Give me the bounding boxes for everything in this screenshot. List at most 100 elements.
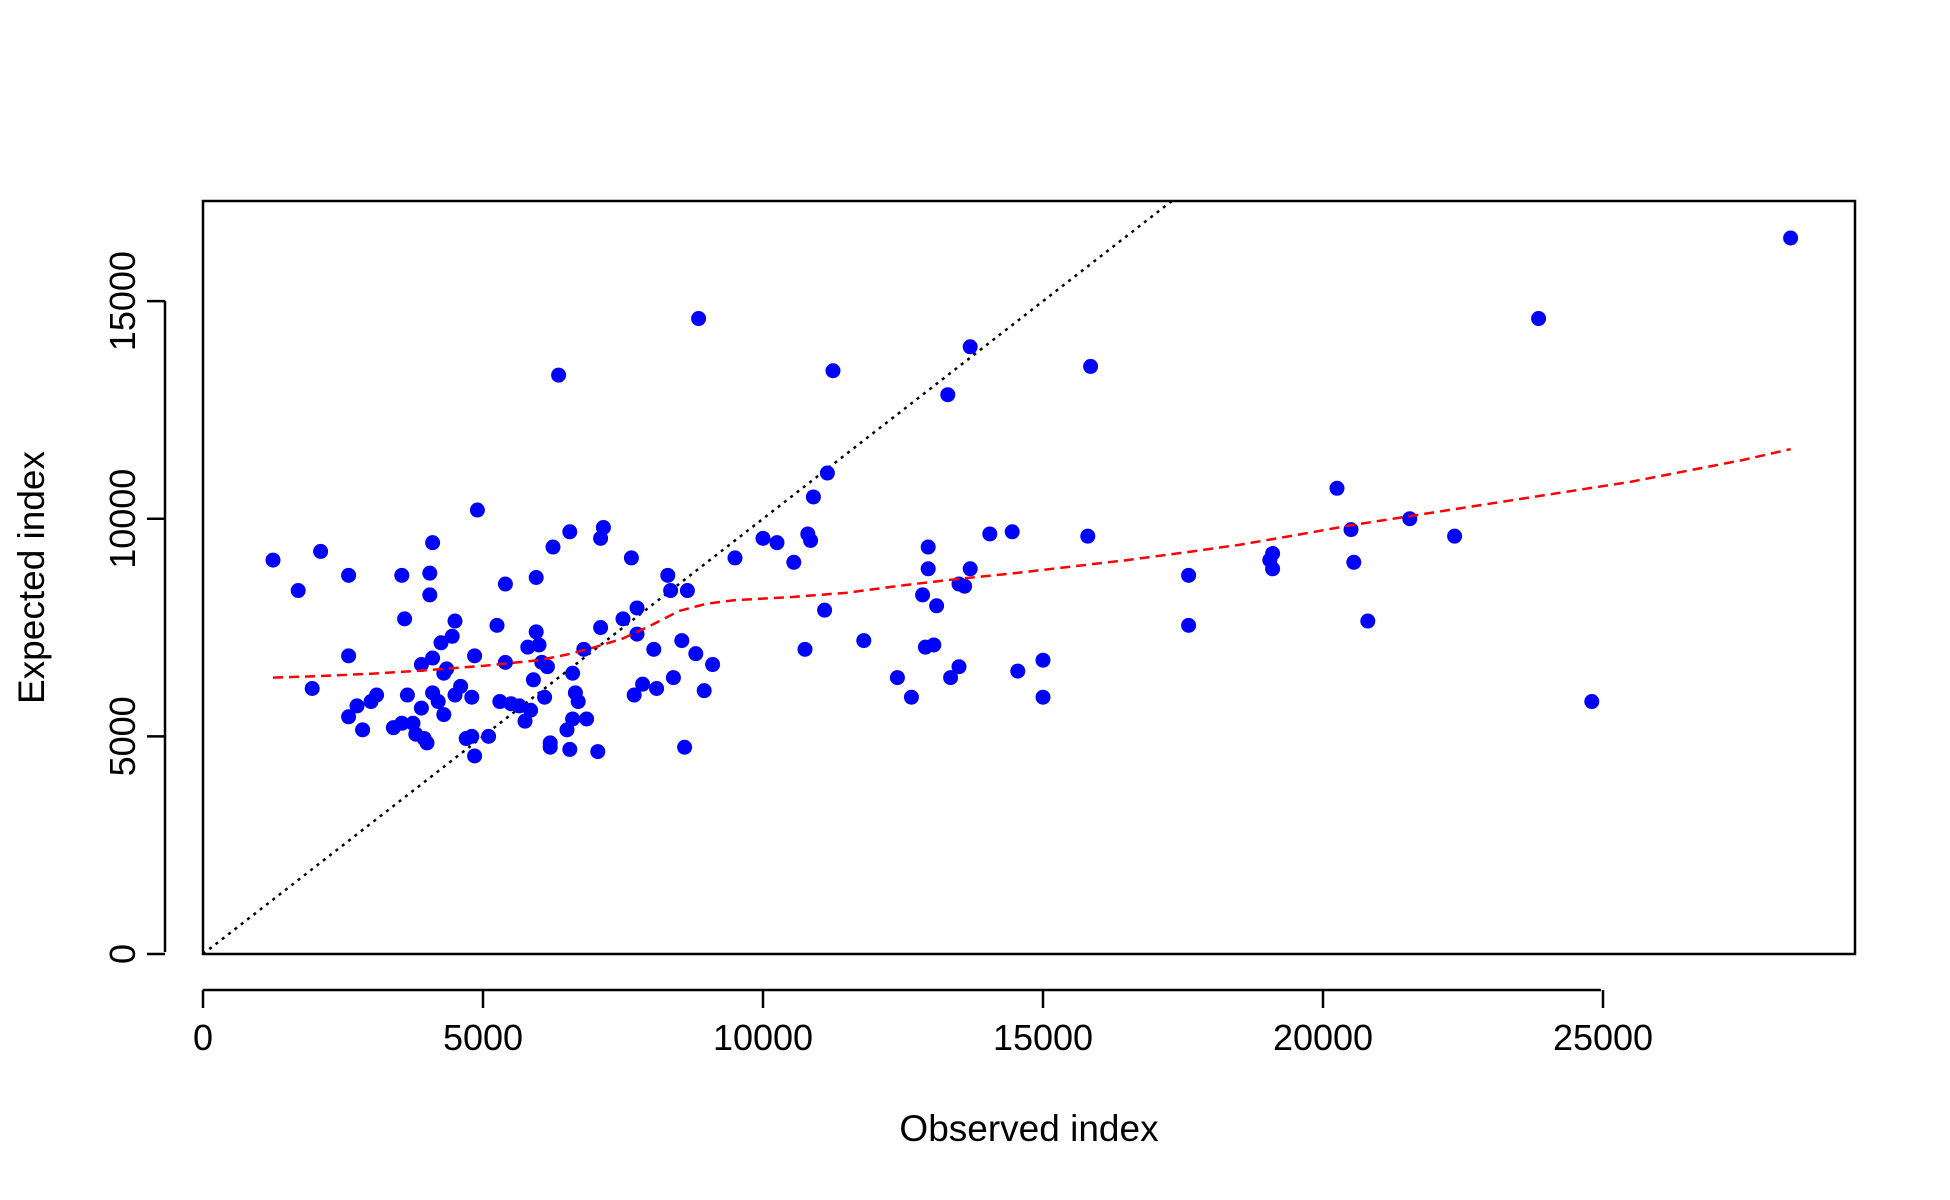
y-ticks: 0 5000 10000 15000 [102,251,165,964]
data-point [940,387,956,403]
data-point [413,700,429,716]
data-point [542,735,558,751]
data-point [565,665,581,681]
data-point [425,535,441,551]
data-point [355,722,371,738]
data-point [649,680,665,696]
data-point [531,637,547,653]
data-point [419,735,435,751]
data-point [1531,311,1547,327]
data-point [525,672,541,688]
data-point [929,598,945,614]
data-point [313,543,329,559]
data-point [425,650,441,666]
data-point [341,648,357,664]
data-point [663,583,679,599]
data-point [1360,613,1376,629]
data-point [590,744,606,760]
data-point [528,624,544,640]
data-point [629,600,645,616]
data-point [1329,480,1345,496]
data-point [819,465,835,481]
data-point [349,698,365,714]
data-point [889,670,905,686]
data-point [755,530,771,546]
data-point [1035,652,1051,668]
data-point [1083,358,1099,374]
data-point [444,628,460,644]
data-point [769,535,785,551]
data-point [439,661,455,677]
data-point [962,561,978,577]
data-point [1004,524,1020,540]
data-point [1346,554,1362,570]
data-point [265,552,281,568]
x-ticks: 0 5000 10000 15000 20000 25000 [193,990,1653,1058]
data-point [646,641,662,657]
data-point [539,659,555,675]
y-tick-label: 10000 [102,469,143,569]
data-point [951,659,967,675]
data-points [265,230,1799,764]
data-point [565,711,581,727]
data-point [1584,694,1600,710]
data-point [489,617,505,633]
data-point [422,565,438,581]
data-point [422,587,438,603]
data-point [413,657,429,673]
data-point [341,709,357,725]
x-tick-label: 5000 [443,1017,523,1058]
data-point [464,689,480,705]
data-point [537,689,553,705]
data-point [481,728,497,744]
data-point [453,678,469,694]
data-point [665,670,681,686]
data-point [805,489,821,505]
data-point [691,311,707,327]
data-point [528,570,544,585]
data-point [962,339,978,355]
data-point [943,670,959,686]
data-point [397,611,413,627]
y-tick-label: 5000 [102,696,143,776]
data-point [674,633,690,649]
data-point [920,539,936,555]
smooth-trend-line [272,447,1791,679]
data-point [677,739,693,755]
data-point [520,639,536,655]
data-point [1265,561,1281,577]
y-axis-title: Expected index [11,451,52,705]
data-point [545,539,561,555]
data-point [920,561,936,577]
data-point [926,637,942,653]
data-point [492,694,508,710]
data-point [957,578,973,594]
data-point [570,694,586,710]
data-point [1080,528,1096,544]
data-point [595,519,611,535]
data-point [579,711,595,727]
data-point [915,587,931,603]
x-tick-label: 20000 [1273,1017,1373,1058]
data-point [1447,528,1463,544]
data-point [436,707,452,723]
x-axis-title: Observed index [899,1108,1159,1149]
data-point [696,683,712,699]
data-point [394,567,410,583]
data-point [803,533,819,549]
data-point [497,576,513,592]
data-point [304,680,320,696]
data-point [469,502,485,518]
data-point [430,694,446,710]
data-point [467,748,483,764]
x-tick-label: 15000 [993,1017,1093,1058]
data-point [797,641,813,657]
data-point [825,363,841,379]
data-point [615,611,631,627]
x-tick-label: 0 [193,1017,213,1058]
data-point [562,741,578,757]
data-point [727,550,743,566]
data-point [705,657,721,673]
data-point [433,635,449,651]
